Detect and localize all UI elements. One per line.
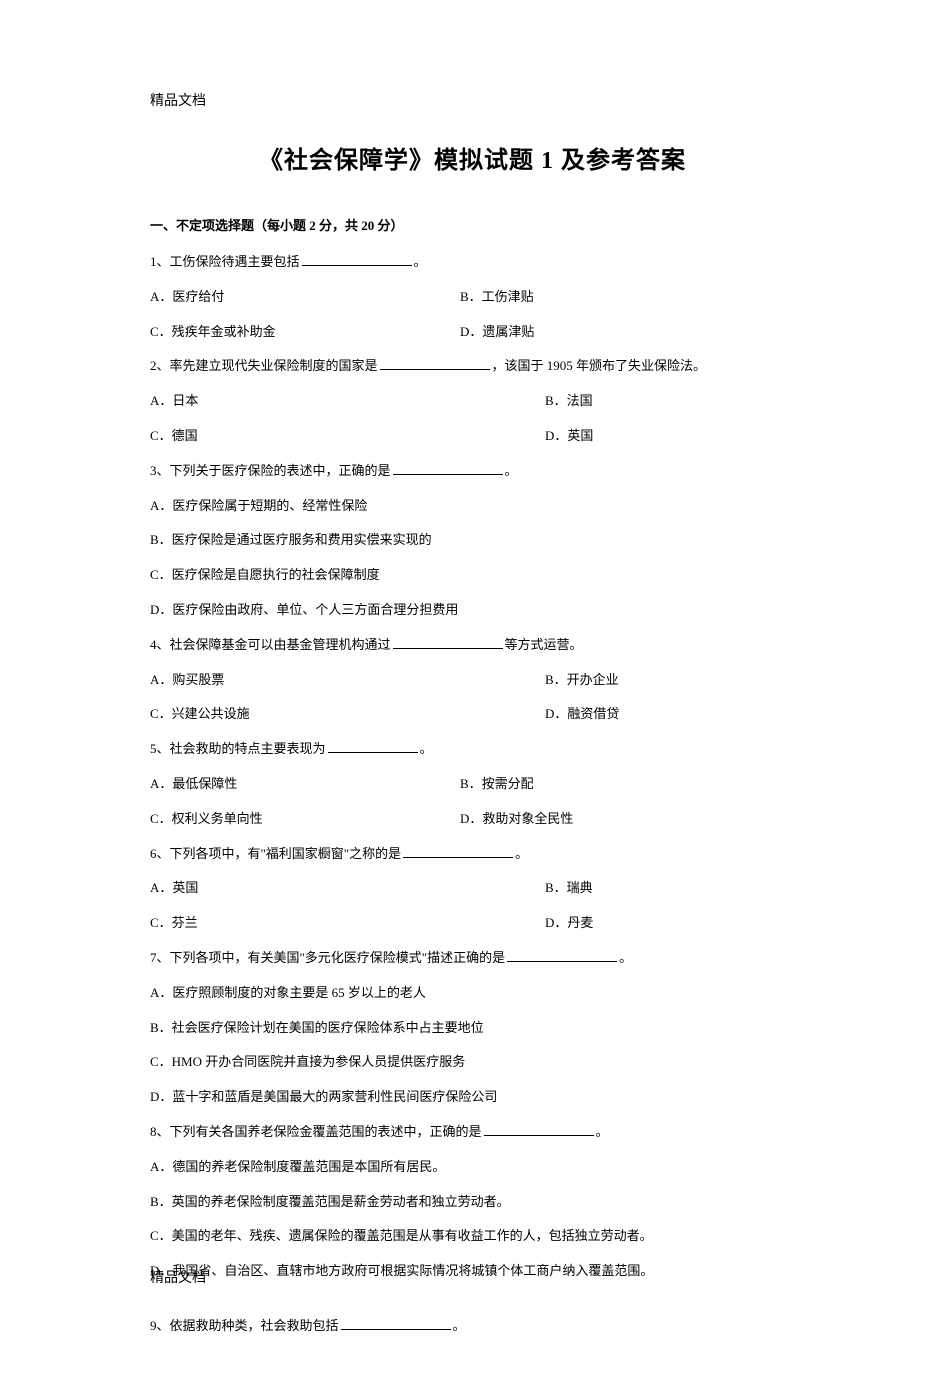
q7-option-c: C．HMO 开办合同医院并直接为参保人员提供医疗服务 [150,1052,795,1073]
q4-stem: 4、社会保障基金可以由基金管理机构通过 等方式运营。 [150,635,795,656]
q7-option-b: B．社会医疗保险计划在美国的医疗保险体系中占主要地位 [150,1018,795,1039]
q8-stem-prefix: 8、下列有关各国养老保险金覆盖范围的表述中，正确的是 [150,1124,482,1139]
q3-option-c: C．医疗保险是自愿执行的社会保障制度 [150,565,795,586]
q4-stem-suffix: 等方式运营。 [505,637,583,652]
q2-options-row2: C．德国 D．英国 [150,426,795,447]
q4-option-b: B．开办企业 [545,670,795,691]
blank [302,253,412,266]
q8-option-c: C．美国的老年、残疾、遗属保险的覆盖范围是从事有收益工作的人，包括独立劳动者。 [150,1226,795,1247]
q5-options-row2: C．权利义务单向性 D．救助对象全民性 [150,809,795,830]
q1-stem: 1、工伤保险待遇主要包括 。 [150,252,795,273]
q4-options-row1: A．购买股票 B．开办企业 [150,670,795,691]
q1-option-c: C．残疾年金或补助金 [150,322,460,343]
q3-option-d: D．医疗保险由政府、单位、个人三方面合理分担费用 [150,600,795,621]
q9-stem-suffix: 。 [453,1318,466,1333]
q1-options-row1: A．医疗给付 B．工伤津贴 [150,287,795,308]
q1-option-b: B．工伤津贴 [460,287,795,308]
q7-stem-prefix: 7、下列各项中，有关美国"多元化医疗保险模式"描述正确的是 [150,950,505,965]
q4-option-d: D．融资借贷 [545,704,795,725]
q2-options-row1: A．日本 B．法国 [150,391,795,412]
q5-option-a: A．最低保障性 [150,774,460,795]
page-title: 《社会保障学》模拟试题 1 及参考答案 [150,140,795,175]
q2-option-c: C．德国 [150,426,545,447]
q5-stem-prefix: 5、社会救助的特点主要表现为 [150,741,326,756]
blank [403,845,513,858]
q8-option-d: D．我国省、自治区、直辖市地方政府可根据实际情况将城镇个体工商户纳入覆盖范围。 [150,1261,795,1282]
q5-stem: 5、社会救助的特点主要表现为 。 [150,739,795,760]
blank [341,1317,451,1330]
q7-stem: 7、下列各项中，有关美国"多元化医疗保险模式"描述正确的是 。 [150,948,795,969]
q1-option-d: D．遗属津贴 [460,322,795,343]
q2-option-b: B．法国 [545,391,795,412]
q8-stem-suffix: 。 [596,1124,609,1139]
q6-options-row2: C．芬兰 D．丹麦 [150,913,795,934]
q9-stem-prefix: 9、依据救助种类，社会救助包括 [150,1318,339,1333]
q4-option-a: A．购买股票 [150,670,545,691]
q3-option-a: A．医疗保险属于短期的、经常性保险 [150,496,795,517]
q5-stem-suffix: 。 [420,741,433,756]
q8-option-b: B．英国的养老保险制度覆盖范围是薪金劳动者和独立劳动者。 [150,1192,795,1213]
q6-stem-suffix: 。 [515,846,528,861]
q2-option-a: A．日本 [150,391,545,412]
q4-options-row2: C．兴建公共设施 D．融资借贷 [150,704,795,725]
blank [393,462,503,475]
q3-option-b: B．医疗保险是通过医疗服务和费用实偿来实现的 [150,530,795,551]
q6-option-a: A．英国 [150,878,545,899]
q2-option-d: D．英国 [545,426,795,447]
q4-stem-prefix: 4、社会保障基金可以由基金管理机构通过 [150,637,391,652]
q3-stem-suffix: 。 [505,463,518,478]
q7-stem-suffix: 。 [619,950,632,965]
q2-stem: 2、率先建立现代失业保险制度的国家是 ，该国于 1905 年颁布了失业保险法。 [150,356,795,377]
blank [484,1123,594,1136]
q1-stem-prefix: 1、工伤保险待遇主要包括 [150,254,300,269]
q6-option-b: B．瑞典 [545,878,795,899]
q2-stem-suffix: ，该国于 1905 年颁布了失业保险法。 [492,358,707,373]
blank [507,949,617,962]
blank [393,636,503,649]
q6-options-row1: A．英国 B．瑞典 [150,878,795,899]
header-label: 精品文档 [150,90,795,110]
q2-stem-prefix: 2、率先建立现代失业保险制度的国家是 [150,358,378,373]
q9-stem: 9、依据救助种类，社会救助包括 。 [150,1316,795,1337]
q6-option-c: C．芬兰 [150,913,545,934]
blank [380,357,490,370]
q1-options-row2: C．残疾年金或补助金 D．遗属津贴 [150,322,795,343]
q5-option-c: C．权利义务单向性 [150,809,460,830]
q4-option-c: C．兴建公共设施 [150,704,545,725]
q5-options-row1: A．最低保障性 B．按需分配 [150,774,795,795]
q5-option-d: D．救助对象全民性 [460,809,795,830]
q6-stem-prefix: 6、下列各项中，有"福利国家橱窗"之称的是 [150,846,401,861]
blank [328,740,418,753]
q7-option-a: A．医疗照顾制度的对象主要是 65 岁以上的老人 [150,983,795,1004]
q7-option-d: D．蓝十字和蓝盾是美国最大的两家营利性民间医疗保险公司 [150,1087,795,1108]
q6-option-d: D．丹麦 [545,913,795,934]
q6-stem: 6、下列各项中，有"福利国家橱窗"之称的是 。 [150,844,795,865]
footer-label: 精品文档 [150,1267,206,1287]
q5-option-b: B．按需分配 [460,774,795,795]
q3-stem-prefix: 3、下列关于医疗保险的表述中，正确的是 [150,463,391,478]
q1-stem-suffix: 。 [414,254,427,269]
q1-option-a: A．医疗给付 [150,287,460,308]
q8-option-a: A．德国的养老保险制度覆盖范围是本国所有居民。 [150,1157,795,1178]
q8-stem: 8、下列有关各国养老保险金覆盖范围的表述中，正确的是 。 [150,1122,795,1143]
section-heading: 一、不定项选择题（每小题 2 分，共 20 分） [150,215,795,234]
q3-stem: 3、下列关于医疗保险的表述中，正确的是 。 [150,461,795,482]
